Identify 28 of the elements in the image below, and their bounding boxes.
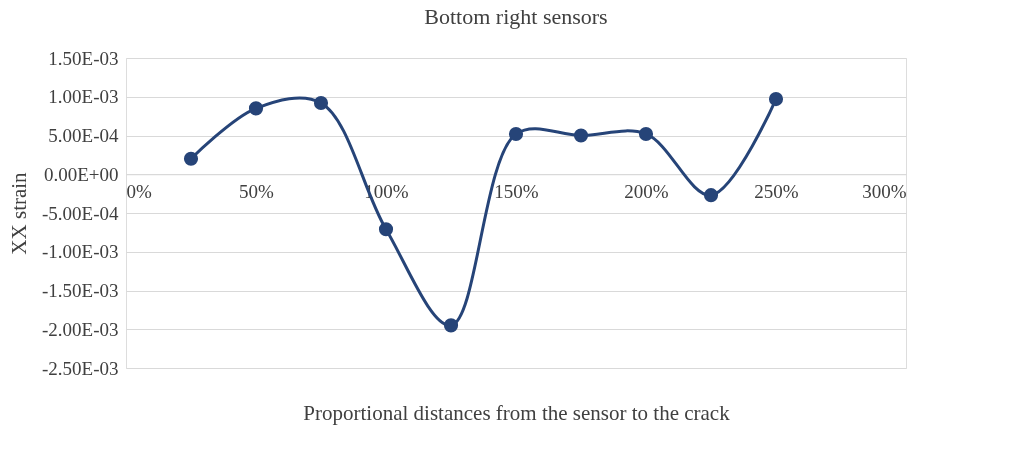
x-tick-label: 200%: [624, 180, 669, 202]
point: [443, 318, 459, 333]
point: [573, 128, 589, 143]
x-tick-label: 0%: [126, 180, 152, 202]
x-tick-label: 150%: [494, 180, 539, 202]
point: [378, 222, 394, 237]
point: [248, 101, 264, 116]
y-tick-label: -1.50E-03: [41, 280, 119, 301]
point: [638, 126, 654, 142]
y-tick-label: -2.50E-03: [41, 357, 119, 379]
x-tick-label: 250%: [754, 180, 799, 202]
x-tick-label: 300%: [862, 180, 907, 202]
y-tick-label: 0.00E+00: [43, 163, 119, 185]
y-tick-label: 1.50E-03: [48, 47, 119, 69]
point: [768, 92, 784, 107]
chart-title: Bottom right sensors: [424, 4, 608, 29]
point: [508, 126, 524, 142]
point: [183, 151, 199, 166]
x-axis-title: Proportional distances from the sensor to the crack: [303, 400, 731, 425]
y-tick-label: 5.00E-04: [48, 125, 119, 146]
y-tick-label: -2.00E-03: [41, 318, 119, 340]
y-tick-label: -5.00E-04: [41, 202, 119, 224]
y-tick-label: -1.00E-03: [41, 241, 119, 263]
x-tick-label: 50%: [239, 180, 275, 202]
point: [313, 95, 329, 111]
y-axis-title: XX strain: [6, 171, 31, 255]
y-tick-label: 1.00E-03: [48, 86, 119, 108]
point: [703, 188, 719, 203]
